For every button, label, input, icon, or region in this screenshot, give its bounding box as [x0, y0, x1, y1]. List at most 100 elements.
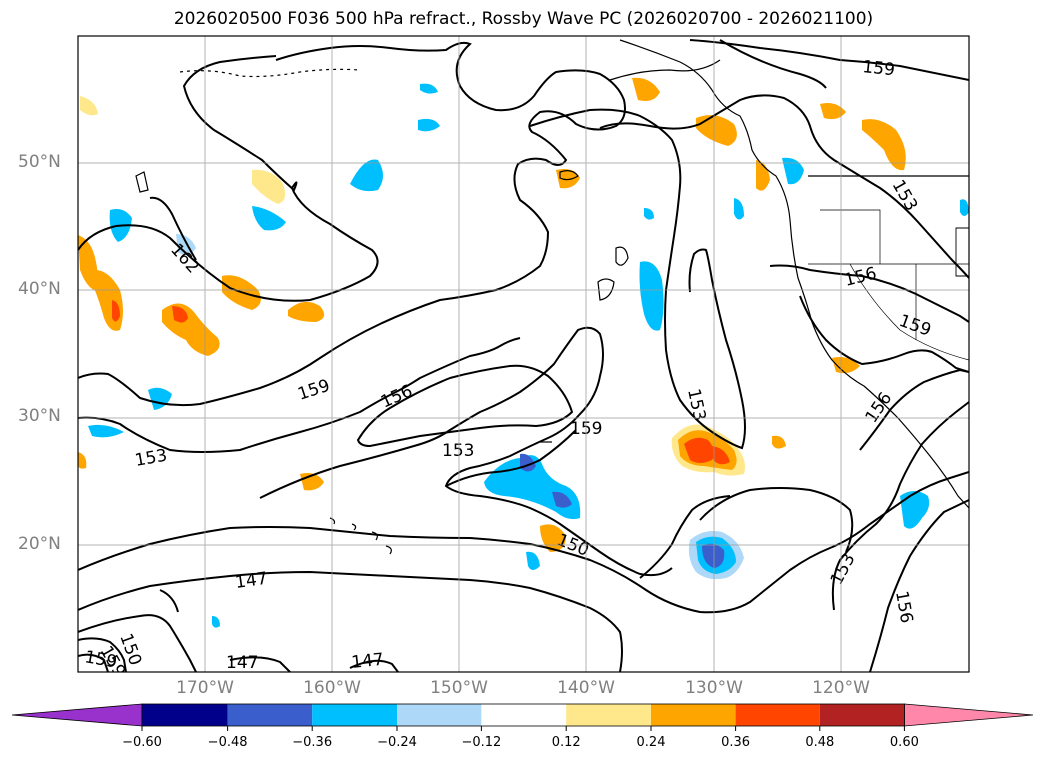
colorbar-tick: 0.60: [889, 735, 919, 750]
contour-label: 159: [896, 311, 933, 341]
colorbar-segment: [227, 704, 313, 726]
colorbar-tick: 0.12: [551, 735, 581, 750]
gridlines: [78, 36, 969, 672]
contour-label: 162: [166, 240, 203, 277]
contour-lines: [78, 39, 969, 672]
positive-blob: [632, 77, 660, 101]
contour-156-north: [719, 39, 827, 89]
lon-label-140w: 140°W: [557, 678, 615, 698]
contour-label: 159: [295, 376, 332, 405]
colorbar-tick: 0.24: [636, 735, 666, 750]
lon-label-170w: 170°W: [176, 678, 234, 698]
colorbar-extend-left: [11, 703, 143, 727]
negative-blob: [252, 206, 286, 231]
contour-sw-cluster: [78, 637, 127, 672]
contour-147-a: [78, 570, 623, 672]
contour-159-east2: [799, 295, 969, 373]
colorbar-tick: 0.48: [805, 735, 835, 750]
contour-label: 159: [861, 57, 895, 80]
lat-label-40n: 40°N: [18, 279, 61, 299]
contour-150: [78, 471, 969, 614]
positive-blob: [696, 115, 737, 146]
colorbar: [11, 703, 1034, 731]
lon-label-130w: 130°W: [685, 678, 743, 698]
contour-159-east: [689, 39, 969, 81]
lat-label-50n: 50°N: [18, 152, 61, 172]
negative-blob: [88, 424, 124, 438]
negative-blob: [420, 83, 438, 94]
colorbar-segment: [481, 704, 567, 726]
positive-blob: [288, 301, 325, 322]
contour-label: 153: [442, 441, 474, 461]
map-title: 2026020500 F036 500 hPa refract., Rossby…: [173, 9, 874, 29]
colorbar-segment: [819, 704, 905, 726]
positive-blob: [684, 437, 714, 463]
contour-153-se: [831, 401, 969, 611]
positive-blob: [772, 435, 786, 449]
colorbar-extend-right: [904, 703, 1034, 727]
positive-blob: [112, 300, 120, 322]
colorbar-segment: [651, 704, 736, 726]
contour-label: 153: [683, 387, 709, 423]
map-frame: [77, 35, 970, 673]
contour-label: 153: [888, 177, 922, 215]
contour-153-west: [78, 337, 521, 453]
contour-label: 156: [842, 264, 878, 291]
colorbar-tick: −0.60: [122, 735, 162, 750]
negative-blob: [418, 118, 440, 132]
colorbar-tick: 0.36: [721, 735, 751, 750]
colorbar-segment: [142, 704, 228, 726]
contour-159-west: [78, 55, 379, 302]
contour-label: 147: [234, 569, 269, 593]
negative-blob: [639, 261, 664, 331]
colorbar-segment: [312, 704, 397, 726]
contour-label: 153: [827, 550, 860, 588]
contour-label: 159: [83, 647, 118, 672]
colorbar-segment: [566, 704, 651, 726]
negative-blob: [782, 157, 804, 185]
positive-blob: [712, 446, 730, 465]
lat-label-30n: 30°N: [18, 406, 61, 426]
negative-blob: [526, 551, 540, 570]
negative-blob: [900, 491, 930, 529]
contour-147-c: [159, 589, 179, 613]
positive-blob: [862, 119, 906, 171]
positive-blob: [556, 169, 580, 189]
contour-label: 147: [226, 653, 258, 673]
positive-blob: [756, 160, 770, 191]
negative-blob: [734, 198, 744, 220]
contour-162: [149, 196, 197, 261]
colorbar-tick: −0.24: [377, 735, 417, 750]
contour-label: 156: [378, 381, 416, 412]
contour-156: [356, 364, 574, 448]
contour-147-south: [229, 656, 399, 672]
negative-blob: [644, 208, 654, 220]
positive-blob: [832, 357, 860, 374]
contour-labels: 159 162 159 156 153 153 159 153 150 147 …: [83, 57, 933, 673]
positive-blob: [92, 269, 123, 331]
contour-east-loop2: [639, 495, 731, 579]
contour-153-coast: [529, 108, 746, 450]
positive-blob: [78, 452, 87, 469]
lon-label-150w: 150°W: [430, 678, 488, 698]
shaded-regions: [78, 77, 969, 628]
contour-label: 147: [350, 650, 384, 673]
positive-blob: [252, 169, 286, 204]
negative-blob: [148, 387, 172, 410]
negative-blob: [212, 616, 220, 628]
positive-blob: [80, 96, 98, 116]
contour-label: 153: [133, 446, 168, 471]
negative-blob: [350, 159, 383, 192]
contour-159-central: [259, 326, 673, 577]
lon-label-160w: 160°W: [303, 678, 361, 698]
negative-blob: [960, 199, 969, 216]
contour-156-se2: [869, 499, 969, 672]
contour-north-loop: [78, 41, 626, 407]
contour-156-east: [769, 264, 969, 323]
lat-label-20n: 20°N: [18, 534, 61, 554]
contour-label: 156: [891, 589, 916, 624]
contour-south-east: [699, 487, 854, 553]
colorbar-segment: [397, 704, 482, 726]
positive-blob: [820, 103, 846, 120]
